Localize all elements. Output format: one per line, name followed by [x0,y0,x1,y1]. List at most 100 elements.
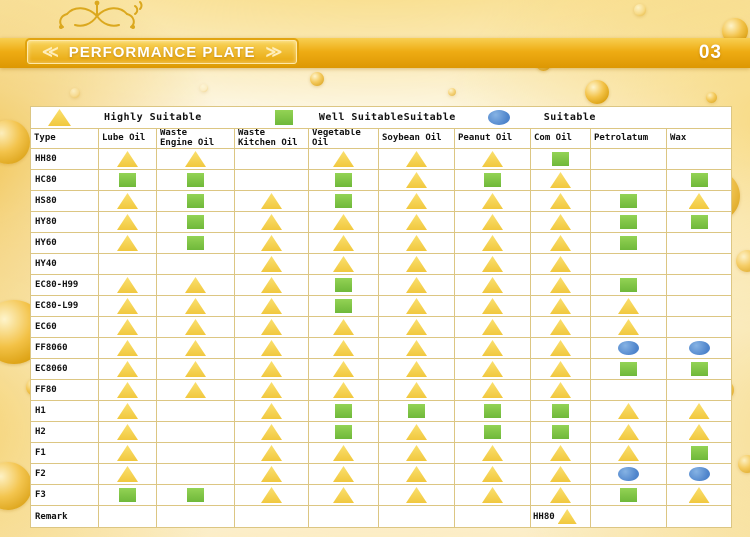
table-cell [667,464,731,485]
highly-suitable-triangle-icon [406,466,427,482]
table-cell [531,422,591,443]
well-suitable-square-icon [335,404,352,418]
well-suitable-square-icon [690,362,708,376]
table-cell [235,149,309,170]
well-suitable-square-icon [620,236,637,250]
table-cell [235,506,309,527]
table-cell [531,485,591,506]
page-number: 03 [698,42,722,63]
table-cell [309,464,379,485]
highly-suitable-triangle-icon [550,445,571,461]
highly-suitable-triangle-icon [550,277,571,293]
highly-suitable-triangle-icon [117,445,138,461]
row-label: FF8060 [31,338,99,359]
table-cell [99,464,157,485]
table-cell [531,212,591,233]
highly-suitable-triangle-icon [261,193,282,209]
highly-suitable-triangle-icon [117,277,138,293]
suitable-oval-icon [618,467,639,481]
table-cell: HH80 [531,506,591,527]
table-cell [309,338,379,359]
column-header: Wax [667,129,731,149]
column-header: Soybean Oil [379,129,455,149]
table-cell [591,464,667,485]
highly-suitable-triangle-icon [688,403,710,419]
highly-suitable-triangle-icon [482,256,503,272]
table-cell [379,275,455,296]
table-cell [235,296,309,317]
table-cell [379,359,455,380]
table-cell [667,401,731,422]
highly-suitable-triangle-icon [406,424,427,440]
highly-suitable-triangle-icon [261,466,282,482]
table-cell [591,191,667,212]
table-cell [591,401,667,422]
table-cell [455,422,531,443]
banner-title-box: ≪ PERFORMANCE PLATE ≫ [27,40,298,64]
table-cell [99,191,157,212]
table-cell [309,422,379,443]
highly-suitable-triangle-icon [482,487,503,503]
table-cell [531,359,591,380]
row-label: HY80 [31,212,99,233]
table-cell [591,485,667,506]
column-header: Vegetable Oil [309,129,379,149]
table-cell [99,338,157,359]
well-suitable-square-icon [187,488,204,502]
table-cell [99,422,157,443]
table-cell [591,359,667,380]
table-cell [591,422,667,443]
highly-suitable-triangle-icon [482,340,503,356]
table-cell [591,254,667,275]
highly-suitable-triangle-icon [261,445,282,461]
well-suitable-square-icon [620,362,637,376]
table-cell [157,338,235,359]
highly-suitable-triangle-icon [185,298,206,314]
highly-suitable-triangle-icon [261,382,282,398]
row-label: H1 [31,401,99,422]
legend-item: Suitable [487,110,596,125]
table-cell [235,422,309,443]
row-label: EC8060 [31,359,99,380]
highly-suitable-triangle-icon [406,193,427,209]
table-cell [235,191,309,212]
table-cell [531,254,591,275]
table-cell [157,212,235,233]
well-suitable-square-icon [335,299,352,313]
banner-right-ornament-icon: ≫ [265,42,283,61]
table-cell [235,212,309,233]
column-header: Petrolatum [591,129,667,149]
highly-suitable-triangle-icon [117,424,138,440]
row-label: EC80-H99 [31,275,99,296]
highly-suitable-triangle-icon [406,319,427,335]
table-cell [99,233,157,254]
highly-suitable-triangle-icon [261,361,282,377]
highly-suitable-triangle-icon [185,319,206,335]
highly-suitable-triangle-icon [482,445,503,461]
highly-suitable-triangle-icon [550,340,571,356]
well-suitable-square-icon [484,173,501,187]
highly-suitable-triangle-icon [688,424,710,440]
table-cell [157,485,235,506]
suitable-oval-icon [688,467,710,481]
highly-suitable-triangle-icon [618,424,639,440]
highly-suitable-triangle-icon [261,424,282,440]
column-header: Peanut Oil [455,129,531,149]
highly-suitable-triangle-icon [333,382,354,398]
table-cell [667,191,731,212]
highly-suitable-triangle-icon [618,298,639,314]
table-cell [235,317,309,338]
highly-suitable-triangle-icon [406,340,427,356]
table-cell [379,422,455,443]
legend-label: Well SuitableSuitable [318,112,456,123]
highly-suitable-triangle-icon [333,214,354,230]
page-title: PERFORMANCE PLATE [68,43,256,61]
table-cell [379,464,455,485]
row-label: F2 [31,464,99,485]
table-cell [309,170,379,191]
table-cell [667,485,731,506]
well-suitable-square-icon [620,194,637,208]
table-cell [667,317,731,338]
table-cell [455,443,531,464]
table-cell [309,443,379,464]
